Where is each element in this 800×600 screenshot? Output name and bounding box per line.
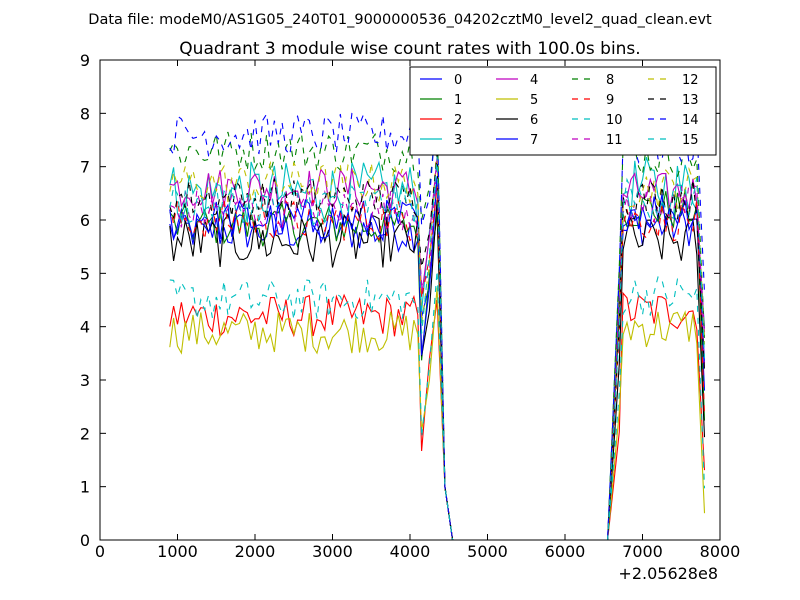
legend-label-14: 14 — [682, 113, 699, 128]
legend-label-3: 3 — [454, 133, 462, 148]
series-line-12 — [169, 140, 706, 541]
y-tick-label: 8 — [80, 104, 90, 123]
legend-label-2: 2 — [454, 113, 462, 128]
y-tick-label: 6 — [80, 211, 90, 230]
x-axis-offset-label: +2.05628e8 — [618, 564, 718, 583]
legend-label-4: 4 — [530, 73, 538, 88]
x-tick-label: 6000 — [545, 542, 586, 561]
y-tick-label: 7 — [80, 158, 90, 177]
legend-label-12: 12 — [682, 73, 699, 88]
legend-label-13: 13 — [682, 93, 699, 108]
x-tick-label: 3000 — [312, 542, 353, 561]
x-tick-label: 0 — [95, 542, 105, 561]
x-tick-label: 7000 — [622, 542, 663, 561]
legend-label-11: 11 — [606, 133, 623, 148]
y-tick-label: 9 — [80, 51, 90, 70]
y-tick-label: 3 — [80, 371, 90, 390]
plot-area — [99, 59, 721, 541]
y-tick-label: 4 — [80, 318, 90, 337]
legend-label-7: 7 — [530, 133, 538, 148]
series-line-2 — [169, 291, 706, 541]
x-tick-label: 8000 — [700, 542, 741, 561]
series-line-3 — [169, 157, 706, 541]
series-line-0 — [169, 205, 706, 541]
y-tick-label: 2 — [80, 424, 90, 443]
series-line-5 — [169, 287, 706, 541]
x-tick-label: 4000 — [390, 542, 431, 561]
x-axis: 0 1000 2000 3000 4000 5000 6000 7000 8000 — [95, 60, 740, 561]
series-line-10 — [169, 270, 706, 541]
legend-label-15: 15 — [682, 133, 699, 148]
series-line-6 — [169, 199, 706, 541]
series-line-7 — [169, 176, 706, 541]
legend-label-6: 6 — [530, 113, 538, 128]
series-line-13 — [169, 154, 706, 541]
chart-title: Quadrant 3 module wise count rates with … — [179, 39, 640, 59]
legend-label-5: 5 — [530, 93, 538, 108]
legend-box — [409, 66, 717, 156]
legend-label-8: 8 — [606, 73, 614, 88]
figure-suptitle: Data file: modeM0/AS1G05_240T01_90000005… — [88, 12, 712, 28]
x-tick-label: 5000 — [467, 542, 508, 561]
legend-label-9: 9 — [606, 93, 614, 108]
y-tick-label: 5 — [80, 264, 90, 283]
y-tick-label: 1 — [80, 478, 90, 497]
x-tick-label: 1000 — [157, 542, 198, 561]
y-tick-label: 0 — [80, 531, 90, 550]
x-tick-label: 2000 — [235, 542, 276, 561]
series-line-15 — [169, 156, 706, 541]
legend-label-0: 0 — [454, 73, 462, 88]
legend-label-10: 10 — [606, 113, 623, 128]
legend-label-1: 1 — [454, 93, 462, 108]
series-line-9 — [169, 186, 706, 541]
